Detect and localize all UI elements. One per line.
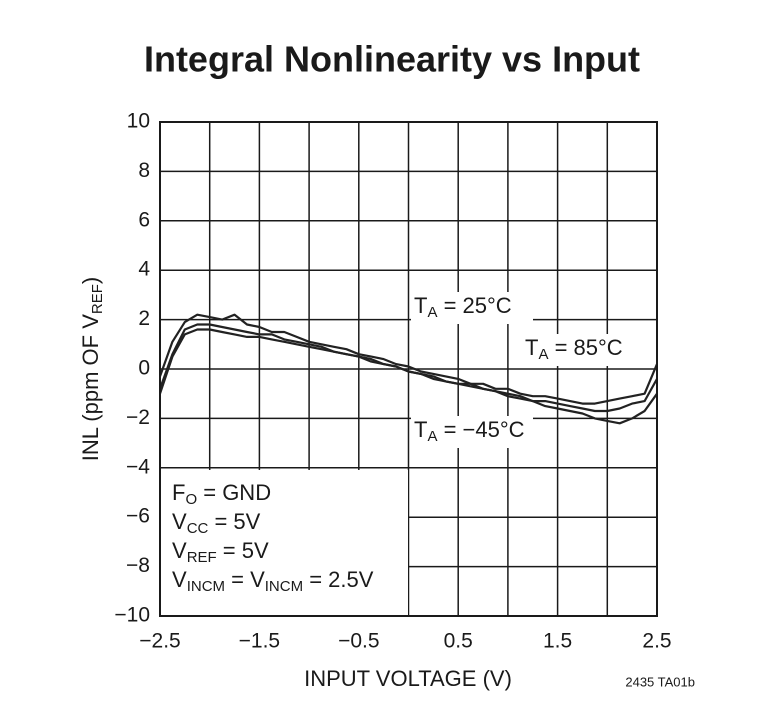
x-tick-label: 2.5 — [642, 630, 671, 653]
series-label: TA = 85°C — [525, 335, 623, 363]
subscript: REF — [187, 549, 217, 566]
subscript: O — [185, 491, 197, 508]
text-part: V — [172, 538, 187, 563]
subscript: A — [538, 346, 548, 363]
x-axis-label: INPUT VOLTAGE (V) — [304, 666, 512, 691]
subscript: A — [427, 304, 437, 321]
x-tick-label: −2.5 — [139, 630, 180, 653]
x-tick-label: −1.5 — [239, 630, 280, 653]
series-label: TA = −45°C — [414, 417, 525, 445]
y-tick-label: −4 — [126, 455, 150, 478]
text-part: T — [414, 293, 427, 318]
subscript: CC — [187, 520, 209, 537]
text-part: = −45°C — [437, 417, 524, 442]
condition-text: FO = GND — [172, 480, 271, 508]
y-tick-label: −6 — [126, 505, 150, 528]
label-background — [522, 334, 644, 366]
text-part: V — [172, 567, 187, 592]
text-part: = 25°C — [437, 293, 511, 318]
subscript: INCM — [265, 578, 303, 595]
text-part: V — [172, 509, 187, 534]
label-background — [411, 416, 533, 448]
y-tick-label: 10 — [127, 110, 150, 133]
subscript: INCM — [187, 578, 225, 595]
condition-text: VREF = 5V — [172, 538, 269, 566]
conditions-box — [161, 470, 408, 615]
subscript: A — [427, 428, 437, 445]
y-tick-label: 2 — [138, 307, 150, 330]
y-tick-label: 8 — [138, 159, 150, 182]
y-tick-label: −10 — [114, 604, 150, 627]
text-part: = 85°C — [548, 335, 622, 360]
plot-frame — [159, 121, 658, 617]
text-part: T — [525, 335, 538, 360]
label-background — [411, 292, 533, 324]
y-tick-label: −8 — [126, 554, 150, 577]
y-tick-label: −2 — [126, 406, 150, 429]
text-part: = GND — [197, 480, 271, 505]
text-part: = V — [225, 567, 265, 592]
y-tick-label: 0 — [138, 357, 150, 380]
text-part: ) — [78, 277, 103, 284]
y-tick-label: 4 — [138, 258, 150, 281]
condition-text: VINCM = VINCM = 2.5V — [172, 567, 374, 595]
footnote: 2435 TA01b — [625, 674, 695, 689]
text-part: = 5V — [217, 538, 269, 563]
y-tick-label: 6 — [138, 208, 150, 231]
text-part: = 5V — [208, 509, 260, 534]
text-part: T — [414, 417, 427, 442]
text-part: INL (ppm OF V — [78, 314, 103, 461]
x-tick-label: −0.5 — [338, 630, 379, 653]
text-part: F — [172, 480, 185, 505]
chart-title: Integral Nonlinearity vs Input — [144, 39, 640, 80]
data-line — [158, 313, 659, 405]
text-part: = 2.5V — [303, 567, 374, 592]
data-line — [158, 328, 658, 425]
series-label: TA = 25°C — [414, 293, 512, 321]
subscript: REF — [89, 284, 106, 314]
condition-text: VCC = 5V — [172, 509, 261, 537]
x-tick-label: 1.5 — [543, 630, 572, 653]
y-axis-label: INL (ppm OF VREF) — [78, 277, 106, 461]
x-tick-label: 0.5 — [444, 630, 473, 653]
